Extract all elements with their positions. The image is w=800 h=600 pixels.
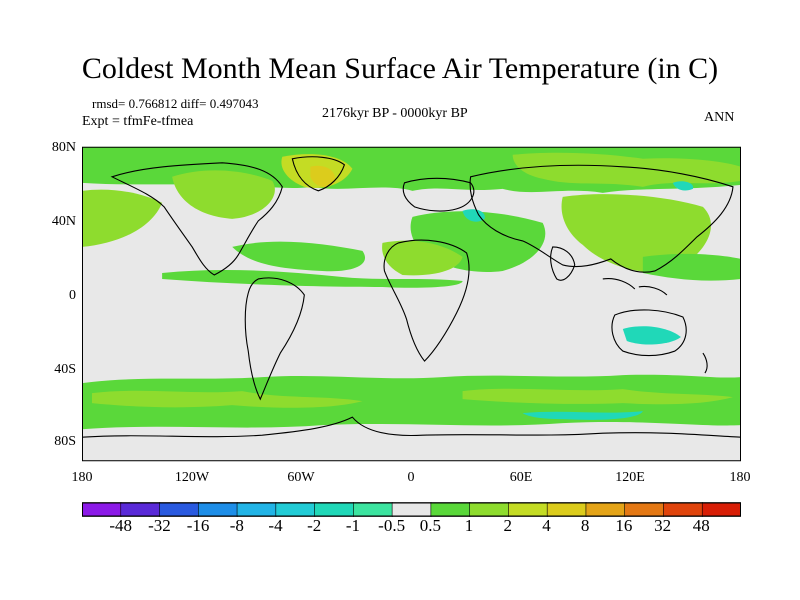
- colorbar-swatch: [624, 502, 665, 517]
- lon-label-120w: 120W: [174, 470, 210, 485]
- colorbar-label: -2: [307, 516, 322, 535]
- coast-north-america: [110, 162, 283, 276]
- coast-new-zealand: [702, 352, 708, 374]
- lon-label-180e: 180: [729, 470, 751, 485]
- colorbar-swatch: [663, 502, 703, 517]
- coast-asia: [469, 164, 734, 273]
- season-label: ANN: [704, 110, 735, 125]
- colorbar-label: -8: [229, 516, 244, 535]
- colorbar-swatch: [120, 502, 161, 517]
- map-frame: [82, 146, 741, 462]
- colorbar-swatch: [508, 502, 548, 517]
- colorbar-label: -4: [268, 516, 283, 535]
- warm-region-north-pacific: [82, 189, 163, 247]
- warm-region-north-atlantic: [310, 165, 336, 188]
- period-label: 2176kyr BP - 0000kyr BP: [322, 106, 468, 121]
- lon-label-180w: 180: [71, 470, 93, 485]
- coast-india: [550, 246, 576, 281]
- colorbar-label: 8: [580, 516, 590, 535]
- warm-region-north-africa: [382, 240, 463, 276]
- lat-label-40s: 40S: [54, 362, 76, 377]
- cool-region-antarctic-coast: [522, 411, 643, 420]
- colorbar-label: 16: [615, 516, 633, 535]
- colorbar-swatch: [391, 502, 432, 517]
- colorbar-label: -32: [148, 516, 171, 535]
- cool-region-caspian: [462, 209, 485, 222]
- colorbar-swatch: [275, 502, 316, 517]
- colorbar-swatch: [546, 502, 587, 517]
- map-title: Coldest Month Mean Surface Air Temperatu…: [81, 52, 719, 85]
- colorbar-swatch: [430, 502, 471, 517]
- colorbar-label: -0.5: [378, 516, 406, 535]
- neutral-region-antarctica: [82, 422, 741, 462]
- colorbar-label: 48: [692, 516, 710, 535]
- coast-australia: [611, 309, 687, 357]
- lat-label-80s: 80S: [54, 434, 76, 449]
- warm-region-east-asia: [561, 194, 712, 273]
- lon-label-60e: 60E: [509, 470, 533, 485]
- stats-text: rmsd= 0.766812 diff= 0.497043: [92, 96, 259, 111]
- lat-label-80n: 80N: [51, 140, 76, 155]
- colorbar: [82, 502, 741, 517]
- experiment-label: Expt = tfmFe-tfmea: [82, 114, 194, 129]
- warm-region-canada: [172, 170, 275, 219]
- lon-label-120e: 120E: [615, 470, 645, 485]
- warm-region-southern-ocean-strong: [92, 390, 363, 408]
- lat-label-40n: 40N: [51, 214, 76, 229]
- coast-south-america: [244, 277, 305, 401]
- lon-label-60w: 60W: [287, 470, 315, 485]
- warm-region-west-pacific: [642, 253, 741, 281]
- coast-europe: [402, 177, 475, 212]
- colorbar-label: 1: [464, 516, 474, 535]
- temperature-map: [82, 146, 741, 462]
- lon-label-0: 0: [407, 470, 415, 485]
- colorbar-frame: [82, 502, 741, 517]
- cool-region-australia: [622, 326, 681, 345]
- colorbar-swatch: [236, 502, 277, 517]
- colorbar-swatch: [469, 502, 510, 517]
- cool-region-siberia: [672, 181, 694, 191]
- warm-region-tropical-strip: [162, 269, 463, 288]
- colorbar-label: 4: [542, 516, 551, 535]
- lat-label-equator: 0: [69, 288, 76, 303]
- colorbar-label: 0.5: [419, 516, 441, 535]
- colorbar-swatch: [314, 502, 354, 517]
- colorbar-swatch: [701, 502, 741, 517]
- colorbar-label: -1: [345, 516, 361, 535]
- colorbar-swatch: [197, 502, 238, 517]
- coast-maritime-continent: [602, 278, 668, 296]
- coast-greenland: [291, 156, 346, 192]
- colorbar-swatch: [585, 502, 626, 517]
- warm-region-siberia: [512, 152, 741, 187]
- colorbar-label: -48: [109, 516, 133, 535]
- colorbar-swatch: [159, 502, 199, 517]
- warm-region-southern-ocean-east: [462, 388, 733, 405]
- coast-antarctica: [82, 416, 741, 438]
- colorbar-label: 2: [503, 516, 513, 535]
- warm-region-mid-atlantic: [232, 241, 366, 272]
- colorbar-label: 32: [654, 516, 672, 535]
- coast-africa: [383, 239, 470, 362]
- colorbar-swatch: [353, 502, 393, 517]
- colorbar-label: -16: [186, 516, 210, 535]
- colorbar-swatch: [82, 502, 122, 517]
